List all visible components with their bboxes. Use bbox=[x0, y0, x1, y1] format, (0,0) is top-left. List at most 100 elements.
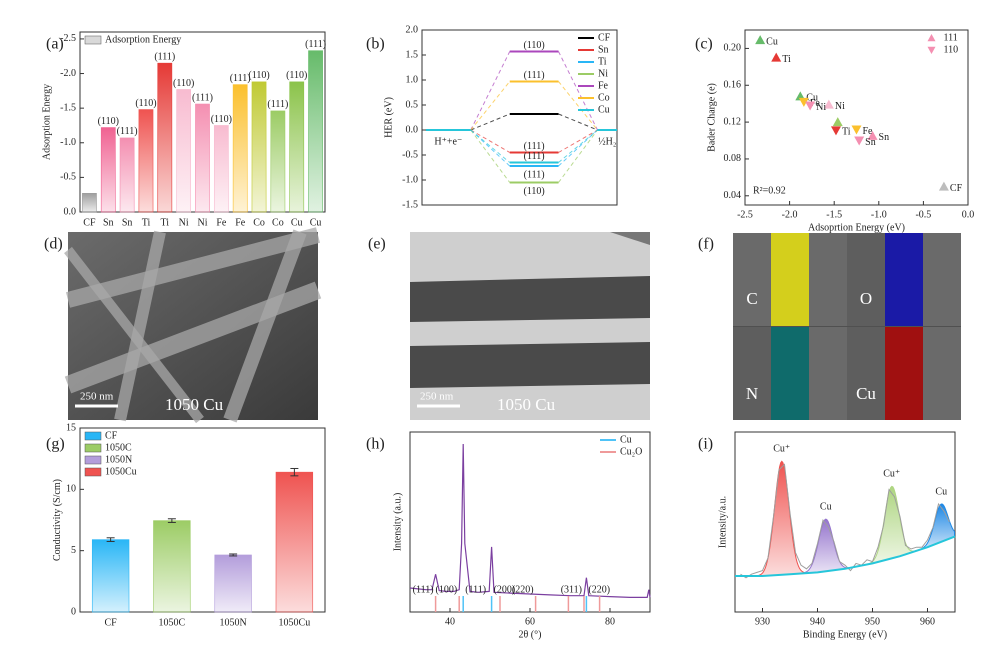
level-label: (110) bbox=[523, 40, 544, 51]
x-tick-label: 950 bbox=[865, 616, 880, 627]
reference-label: (220) bbox=[512, 584, 534, 595]
panel-label: (f) bbox=[698, 236, 714, 253]
level-label: (111) bbox=[524, 169, 545, 180]
eds-maps: C O N Cu bbox=[733, 233, 961, 420]
background-line bbox=[735, 535, 956, 577]
y-tick-label: 0.04 bbox=[724, 190, 742, 201]
tem-image: 250 nm 1050 Cu bbox=[410, 232, 650, 420]
bar bbox=[100, 127, 116, 213]
legend-label: CF bbox=[598, 32, 611, 43]
reference-label: (311) bbox=[561, 584, 582, 595]
connector bbox=[470, 51, 511, 131]
scale-bar-label: 250 nm bbox=[420, 391, 454, 403]
legend-swatch bbox=[84, 443, 102, 453]
point bbox=[832, 117, 843, 127]
element-label: N bbox=[746, 384, 758, 403]
legend-label: Cu₂O bbox=[620, 446, 642, 457]
y-tick-label: 0.08 bbox=[724, 153, 742, 164]
panel-label: (a) bbox=[46, 36, 64, 53]
point-label: CF bbox=[950, 183, 963, 194]
legend-label: Cu bbox=[620, 434, 632, 445]
x-tick-label: Ti bbox=[161, 217, 170, 228]
point bbox=[798, 97, 809, 107]
y-tick-label: -2.5 bbox=[60, 33, 76, 44]
bar bbox=[213, 125, 229, 213]
x-tick-label: 80 bbox=[605, 616, 615, 627]
x-tick-label: Sn bbox=[122, 217, 133, 228]
x-tick-label: Co bbox=[272, 217, 284, 228]
connector bbox=[470, 129, 510, 153]
chart-panel: 930 940 950 960 Intensity/a.u. Binding Energy… bbox=[717, 431, 956, 640]
point bbox=[867, 130, 878, 140]
x-tick-label: 940 bbox=[810, 616, 825, 627]
axes-frame bbox=[744, 29, 969, 206]
level-label: (111) bbox=[524, 141, 545, 152]
y-tick-label: -1.0 bbox=[402, 174, 418, 185]
bar bbox=[232, 84, 248, 213]
legend-label: 1050N bbox=[105, 454, 132, 465]
bar bbox=[251, 81, 267, 213]
bar-label: (111) bbox=[230, 73, 251, 84]
x-tick-label: -2.0 bbox=[782, 209, 798, 220]
y-tick-label: 0.12 bbox=[724, 116, 742, 127]
y-tick-label: -2.0 bbox=[60, 68, 76, 79]
image-caption: 1050 Cu bbox=[165, 395, 224, 414]
point-label: Ti bbox=[782, 54, 791, 65]
bar bbox=[289, 81, 305, 213]
y-tick-label: -1.5 bbox=[402, 199, 418, 210]
panel-label: (b) bbox=[366, 36, 385, 53]
legend-label: Ni bbox=[598, 68, 608, 79]
bar bbox=[214, 554, 252, 613]
bar bbox=[91, 539, 130, 613]
x-tick-label: Fe bbox=[235, 217, 246, 228]
y-axis-label: Adsorption Energy bbox=[41, 84, 52, 160]
state-label: H⁺+e⁻ bbox=[434, 136, 462, 147]
x-tick-label: 1050N bbox=[220, 617, 247, 628]
x-axis-label: Binding Energy (eV) bbox=[803, 629, 887, 640]
y-axis-label: Intensity/a.u. bbox=[717, 496, 728, 548]
peak-label: Cu⁺ bbox=[773, 444, 790, 455]
legend-swatch bbox=[84, 431, 102, 441]
axes-frame bbox=[79, 427, 326, 613]
point bbox=[851, 125, 862, 135]
y-tick-label: -0.5 bbox=[60, 172, 76, 183]
level-label: (110) bbox=[523, 186, 544, 197]
bar-label: (111) bbox=[267, 99, 288, 110]
legend-swatch bbox=[84, 35, 102, 45]
point-label: Sn bbox=[865, 137, 876, 148]
level-label: (111) bbox=[524, 70, 545, 81]
bar-label: (111) bbox=[117, 126, 138, 137]
reference-label: (111) bbox=[413, 584, 434, 595]
bar bbox=[308, 50, 323, 213]
x-tick-label: 960 bbox=[920, 616, 935, 627]
bar-label: (110) bbox=[98, 116, 119, 127]
x-tick-label: CF bbox=[105, 617, 118, 628]
y-axis-label: Intensity (a.u.) bbox=[392, 493, 403, 552]
x-tick-label: 40 bbox=[445, 616, 455, 627]
peak-label: Cu bbox=[820, 501, 832, 512]
connector bbox=[558, 81, 598, 131]
bar bbox=[176, 89, 192, 213]
y-axis-label: Conductivity (S/cm) bbox=[52, 479, 63, 561]
peak-label: Cu⁺ bbox=[883, 469, 900, 480]
point bbox=[823, 99, 834, 109]
axes-frame bbox=[734, 431, 956, 613]
legend-label: 1050Cu bbox=[105, 466, 137, 477]
panel-label: (e) bbox=[368, 236, 386, 253]
y-tick-label: 0.0 bbox=[406, 124, 419, 135]
element-label: O bbox=[860, 289, 872, 308]
y-tick-label: 10 bbox=[66, 484, 76, 495]
x-tick-label: Cu bbox=[310, 217, 322, 228]
y-tick-label: -1.5 bbox=[60, 102, 76, 113]
point bbox=[755, 35, 766, 45]
bar-label: (110) bbox=[135, 98, 156, 109]
bar-label: (111) bbox=[154, 51, 175, 62]
y-tick-label: 0.5 bbox=[406, 99, 419, 110]
legend-marker bbox=[927, 34, 936, 42]
connector bbox=[470, 129, 511, 183]
bar bbox=[119, 137, 135, 213]
annotation: R²=0.92 bbox=[753, 185, 786, 196]
bar bbox=[82, 193, 97, 213]
bar-label: (111) bbox=[192, 92, 213, 103]
